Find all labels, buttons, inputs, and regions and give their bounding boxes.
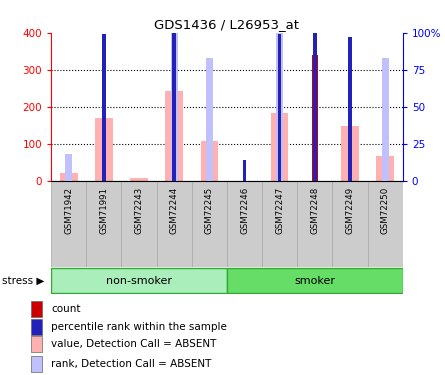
Text: stress ▶: stress ▶	[2, 276, 44, 286]
Bar	[227, 181, 262, 267]
Bar	[243, 160, 246, 181]
Bar	[157, 181, 192, 267]
Text: percentile rank within the sample: percentile rank within the sample	[51, 322, 227, 332]
Bar	[173, 33, 176, 181]
Text: GSM72247: GSM72247	[275, 187, 284, 234]
Bar	[51, 181, 86, 267]
Bar	[86, 181, 121, 267]
Bar	[166, 91, 183, 181]
Bar	[368, 181, 403, 267]
Bar	[31, 356, 42, 372]
Bar	[227, 268, 403, 293]
Text: GSM72244: GSM72244	[170, 187, 179, 234]
Text: rank, Detection Call = ABSENT: rank, Detection Call = ABSENT	[51, 359, 211, 369]
Title: GDS1436 / L26953_at: GDS1436 / L26953_at	[154, 18, 299, 32]
Bar	[312, 55, 318, 181]
Text: GSM72249: GSM72249	[345, 187, 355, 234]
Bar	[192, 181, 227, 267]
Text: smoker: smoker	[294, 276, 336, 286]
Text: count: count	[51, 304, 81, 314]
Bar	[313, 0, 316, 181]
Bar	[332, 181, 368, 267]
Bar	[376, 156, 394, 181]
Bar	[171, 30, 178, 181]
Bar	[60, 173, 77, 181]
Bar	[206, 58, 213, 181]
Text: GSM72245: GSM72245	[205, 187, 214, 234]
Bar	[121, 181, 157, 267]
Bar	[102, 34, 105, 181]
Bar	[65, 154, 72, 181]
Bar	[278, 34, 281, 181]
Bar	[51, 181, 403, 267]
Text: GSM72248: GSM72248	[310, 187, 320, 234]
Bar	[51, 268, 227, 293]
Bar	[95, 118, 113, 181]
Text: non-smoker: non-smoker	[106, 276, 172, 286]
Text: GSM71991: GSM71991	[99, 187, 109, 234]
Bar	[348, 37, 352, 181]
Bar	[130, 178, 148, 181]
Bar	[31, 301, 42, 317]
Bar	[201, 141, 218, 181]
Bar	[31, 336, 42, 352]
Bar	[31, 319, 42, 334]
Bar	[382, 58, 388, 181]
Text: GSM72243: GSM72243	[134, 187, 144, 234]
Text: GSM72250: GSM72250	[380, 187, 390, 234]
Text: GSM72246: GSM72246	[240, 187, 249, 234]
Bar	[276, 33, 283, 181]
Bar	[262, 181, 297, 267]
Bar	[341, 126, 359, 181]
Bar	[297, 181, 332, 267]
Bar	[271, 113, 288, 181]
Text: value, Detection Call = ABSENT: value, Detection Call = ABSENT	[51, 339, 217, 350]
Text: GSM71942: GSM71942	[64, 187, 73, 234]
